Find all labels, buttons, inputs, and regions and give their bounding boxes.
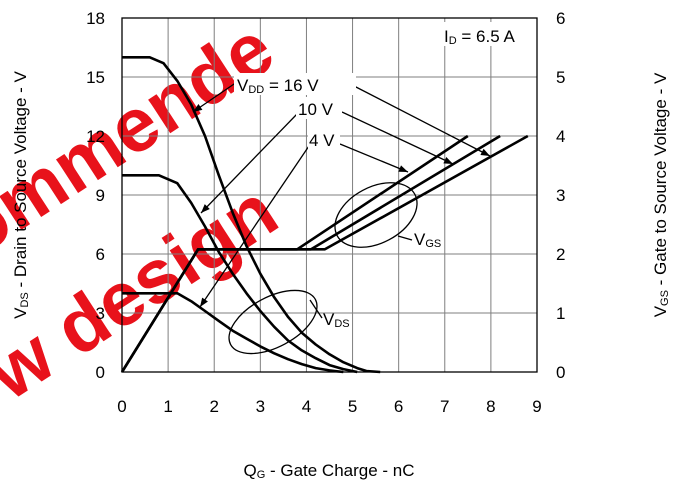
y-right-tick-label: 3: [556, 186, 565, 205]
y-left-tick-label: 15: [86, 68, 105, 87]
vds-group-connector: [309, 299, 323, 319]
y-left-tick-label: 9: [96, 186, 105, 205]
arrow-vdd10-left: [200, 112, 299, 214]
annotation-arrows: [192, 81, 491, 355]
arrow-vdd10-right-head: [443, 157, 453, 164]
vdd16-label-bg: [234, 73, 356, 95]
vdd10-label: 10 V: [298, 100, 334, 119]
arrow-vdd16-left-head: [193, 104, 203, 112]
y-right-tick-label: 2: [556, 245, 565, 264]
y-right-axis-label: VGS - Gate to Source Voltage - V: [651, 72, 671, 317]
y-left-tick-label: 12: [86, 127, 105, 146]
x-tick-label: 9: [532, 397, 541, 416]
y-left-tick-label: 3: [96, 304, 105, 323]
x-tick-label: 5: [348, 397, 357, 416]
arrow-vdd4-right-head: [398, 165, 408, 172]
x-tick-label: 3: [256, 397, 265, 416]
arrow-vdd4-right: [339, 143, 409, 173]
x-axis-label: QG - Gate Charge - nC: [243, 461, 414, 481]
y-left-tick-label: 0: [96, 363, 105, 382]
x-tick-label: 0: [117, 397, 126, 416]
x-tick-label: 6: [394, 397, 403, 416]
arrow-vdd4-left-head: [200, 297, 208, 307]
y-right-tick-label: 5: [556, 68, 565, 87]
x-tick-label: 2: [209, 397, 218, 416]
id-label-bg: [442, 22, 534, 46]
vds-group-ellipse: [228, 289, 318, 355]
vds-group-label: VDS: [323, 310, 350, 330]
y-right-tick-labels: 0 1 2 3 4 5 6: [556, 9, 565, 382]
series-group: [120, 55, 529, 374]
series-line-6: [120, 134, 529, 373]
arrow-vdd10-left-head: [201, 204, 210, 213]
x-tick-label: 7: [440, 397, 449, 416]
arrow-vdd16-right: [353, 85, 491, 157]
arrow-vdd10-right: [341, 111, 454, 165]
series-line-3: [122, 291, 344, 374]
y-left-tick-label: 18: [86, 9, 105, 28]
series-line-1: [122, 55, 381, 374]
y-right-tick-label: 4: [556, 127, 565, 146]
vdd10-label-bg: [296, 97, 342, 119]
y-left-tick-label: 6: [96, 245, 105, 264]
x-tick-labels: 0 1 2 3 4 5 6 7 8 9: [117, 397, 541, 416]
vgs-group-ellipse: [334, 182, 418, 248]
arrow-vdd16-right-head: [480, 148, 490, 156]
vdd16-label: VDD = 16 V: [237, 76, 319, 96]
x-tick-label: 1: [163, 397, 172, 416]
vdd4-label-bg: [308, 128, 340, 150]
y-left-axis-label: VDS - Drain to Source Voltage - V: [11, 70, 31, 318]
x-tick-label: 8: [486, 397, 495, 416]
series-line-2: [122, 174, 358, 374]
y-right-tick-label: 1: [556, 304, 565, 323]
vgs-group-connector: [397, 235, 413, 241]
arrow-vdd4-left: [199, 142, 312, 308]
x-tick-label: 4: [302, 397, 311, 416]
vdd4-label: 4 V: [309, 131, 335, 150]
y-right-tick-label: 0: [556, 363, 565, 382]
y-left-tick-labels: 0 3 6 9 12 15 18: [86, 9, 105, 382]
y-right-tick-label: 6: [556, 9, 565, 28]
id-label: ID = 6.5 A: [444, 27, 515, 47]
vgs-group-label: VGS: [414, 230, 441, 250]
plot-frame: [121, 17, 538, 373]
